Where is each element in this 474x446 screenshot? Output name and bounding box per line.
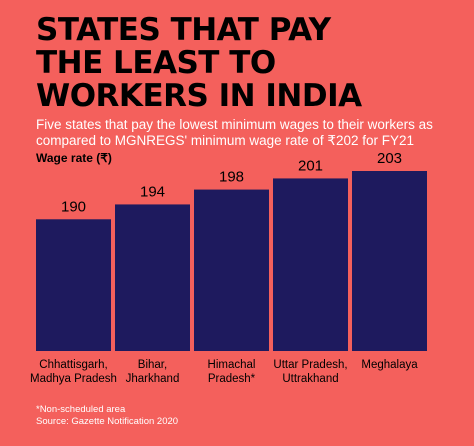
value-label-3: 201 <box>298 157 323 174</box>
category-label-2-0: Himachal <box>208 359 256 371</box>
title-line-3: WORKERS IN INDIA <box>36 78 362 114</box>
title-line-1: STATES THAT PAY <box>36 12 331 48</box>
category-label-1-0: Bihar, <box>138 359 167 371</box>
footnote-source: Source: Gazette Notification 2020 <box>36 416 179 427</box>
category-label-3-0: Uttar Pradesh, <box>273 359 347 371</box>
value-label-2: 198 <box>219 169 244 186</box>
footnote: *Non-scheduled area Source: Gazette Noti… <box>36 404 178 428</box>
bar-0 <box>36 219 111 351</box>
value-label-1: 194 <box>140 183 165 200</box>
value-label-4: 203 <box>377 150 402 167</box>
value-label-0: 190 <box>61 198 86 215</box>
bar-4 <box>352 171 427 351</box>
y-axis-label: Wage rate (₹) <box>36 151 112 165</box>
category-label-0-1: Madhya Pradesh <box>30 373 117 385</box>
category-label-1-1: Jharkhand <box>126 373 180 385</box>
bar-1 <box>115 204 190 351</box>
footnote-note: *Non-scheduled area <box>36 404 126 415</box>
bar-2 <box>194 189 269 351</box>
title-line-2: THE LEAST TO <box>36 45 276 81</box>
category-label-4-0: Meghalaya <box>361 359 418 371</box>
bar-3 <box>273 178 348 351</box>
chart-subtitle: Five states that pay the lowest minimum … <box>36 117 433 148</box>
category-label-3-1: Uttrakhand <box>282 373 338 385</box>
chart-title: STATES THAT PAY THE LEAST TO WORKERS IN … <box>36 14 456 113</box>
category-label-0-0: Chhattisgarh, <box>39 359 107 371</box>
category-label-2-1: Pradesh* <box>208 373 256 385</box>
